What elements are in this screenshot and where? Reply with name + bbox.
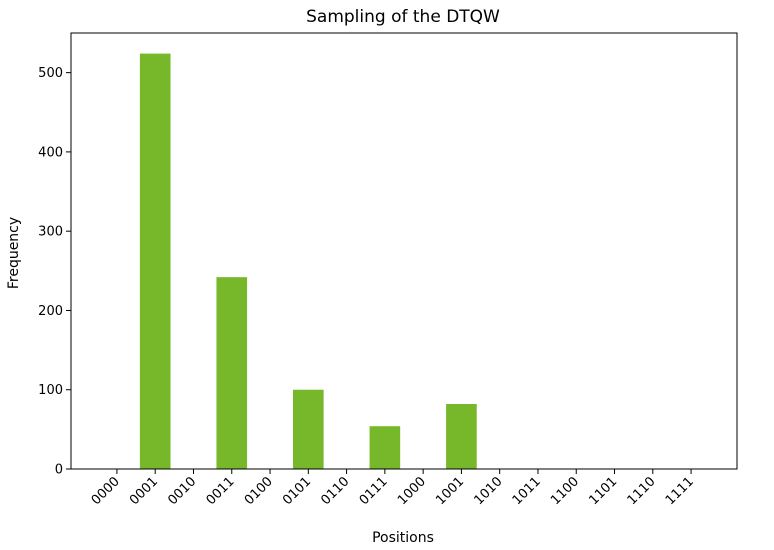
y-tick-label: 500: [38, 66, 63, 81]
y-tick-label: 100: [38, 383, 63, 398]
x-tick-label: 1010: [472, 474, 506, 508]
x-tick-label: 0111: [357, 474, 391, 508]
x-axis: 0000 0001 0010 0011 0100 0101 0110 0111 1000 1001…: [89, 469, 697, 508]
x-tick-label: 1101: [586, 474, 620, 508]
y-axis-label: Frequency: [6, 217, 22, 289]
x-tick-label: 0000: [89, 474, 123, 508]
y-tick-label: 0: [55, 463, 63, 478]
x-tick-label: 0010: [165, 474, 199, 508]
bar-0111: [369, 426, 401, 469]
bar-0001: [139, 53, 171, 470]
y-tick-label: 200: [38, 304, 63, 319]
bar-0101: [293, 389, 324, 469]
x-tick-label: 1011: [510, 474, 544, 508]
x-tick-label: 0011: [204, 474, 238, 508]
x-tick-label: 0110: [318, 474, 352, 508]
y-tick-label: 300: [38, 225, 63, 240]
y-axis: 0 100 200 300 400 500: [38, 66, 71, 478]
bar-1001: [446, 404, 477, 469]
x-tick-label: 0001: [127, 474, 161, 508]
bar-0011: [216, 277, 248, 469]
x-tick-label: 0100: [242, 474, 276, 508]
x-axis-label: Positions: [372, 530, 434, 546]
bars-group: [139, 53, 477, 470]
chart-title: Sampling of the DTQW: [306, 7, 500, 27]
x-tick-label: 1000: [395, 474, 429, 508]
x-tick-label: 1001: [433, 474, 467, 508]
x-tick-label: 1111: [663, 474, 697, 508]
x-tick-label: 1110: [625, 474, 659, 508]
x-tick-label: 1100: [548, 474, 582, 508]
plot-frame: [70, 32, 738, 470]
y-tick-label: 400: [38, 145, 63, 160]
x-tick-label: 0101: [280, 474, 314, 508]
